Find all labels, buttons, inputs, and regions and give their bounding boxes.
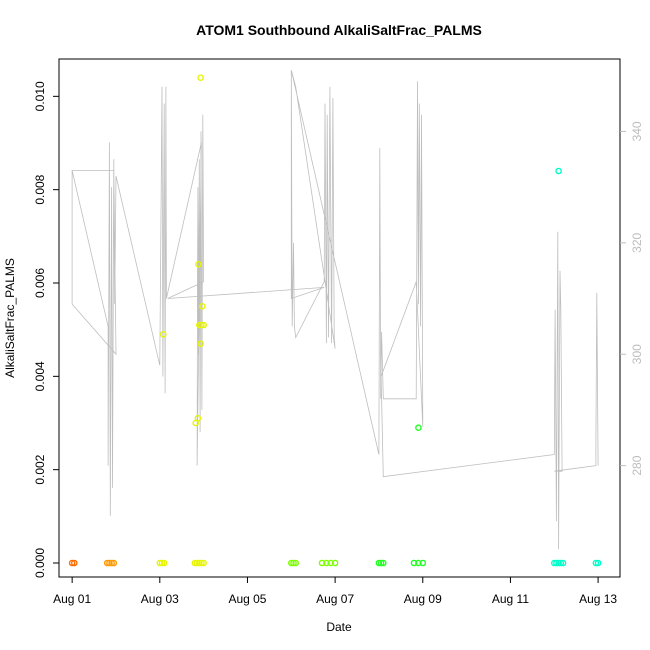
data-point [331, 559, 339, 567]
data-point [323, 559, 330, 567]
y2-tick-label: 300 [630, 344, 644, 364]
secondary-series [71, 69, 599, 550]
data-point [158, 559, 166, 567]
data-point [195, 321, 203, 329]
data-point [198, 302, 206, 310]
data-point [159, 330, 167, 338]
data-point [108, 559, 115, 567]
y-tick-label: 0.002 [33, 454, 47, 484]
data-point [377, 559, 385, 567]
data-point [194, 414, 202, 422]
data-point [200, 559, 207, 567]
x-tick-label: Aug 11 [492, 592, 529, 606]
data-point [559, 559, 567, 567]
data-point [594, 559, 602, 567]
y-axis: 0.000 0.002 0.004 0.006 0.008 0.010 [33, 81, 59, 578]
data-point [197, 340, 204, 348]
y-tick-label: 0.008 [33, 174, 47, 204]
x-axis: Aug 01 Aug 03 Aug 05 Aug 07 Aug 09 Aug 11 Aug … [53, 577, 617, 606]
x-axis-label: Date [326, 620, 352, 634]
x-tick-label: Aug 05 [228, 592, 266, 606]
data-point [415, 424, 422, 432]
y2-tick-label: 340 [630, 121, 644, 141]
y-tick-label: 0.004 [33, 361, 47, 391]
x-tick-label: Aug 07 [316, 592, 354, 606]
x-tick-label: Aug 03 [141, 592, 179, 606]
data-point [110, 559, 118, 567]
data-point [551, 559, 558, 567]
data-point [287, 559, 295, 567]
secondary-series-line [71, 69, 599, 550]
x-tick-label: Aug 01 [53, 592, 91, 606]
data-point [191, 559, 199, 567]
data-point [415, 559, 422, 567]
data-point [379, 559, 387, 567]
data-point [410, 559, 418, 567]
data-point [103, 559, 111, 567]
data-point [68, 559, 76, 567]
y2-tick-label: 320 [630, 232, 644, 252]
y-tick-label: 0.000 [33, 548, 47, 578]
data-point [198, 321, 205, 329]
y2-tick-label: 280 [630, 455, 644, 475]
plot-frame [58, 58, 621, 578]
y-axis-label: AlkaliSaltFrac_PALMS [3, 258, 17, 378]
chart-title: ATOM1 Southbound AlkaliSaltFrac_PALMS [196, 22, 482, 38]
data-point [290, 559, 297, 567]
y-tick-label: 0.006 [33, 268, 47, 298]
data-point [106, 559, 113, 567]
x-tick-label: Aug 09 [404, 592, 442, 606]
data-point [555, 559, 562, 567]
data-point [71, 559, 78, 567]
data-point [195, 559, 203, 567]
x-tick-label: Aug 13 [579, 592, 617, 606]
data-point [557, 559, 565, 567]
data-point [419, 559, 427, 567]
data-point [555, 167, 562, 175]
y-tick-label: 0.010 [33, 81, 47, 111]
data-point [292, 559, 300, 567]
data-point [197, 74, 204, 81]
data-point [553, 559, 560, 567]
data-point [318, 559, 326, 567]
data-point [195, 260, 202, 268]
data-point [156, 559, 164, 567]
data-point [198, 559, 205, 567]
data-point [193, 559, 201, 567]
data-point [592, 559, 600, 567]
primary-series [68, 74, 602, 567]
data-point [200, 321, 207, 329]
y2-axis: 280 300 320 340 [620, 121, 644, 476]
data-point [327, 559, 335, 567]
data-point [375, 559, 383, 567]
data-point [160, 559, 168, 567]
